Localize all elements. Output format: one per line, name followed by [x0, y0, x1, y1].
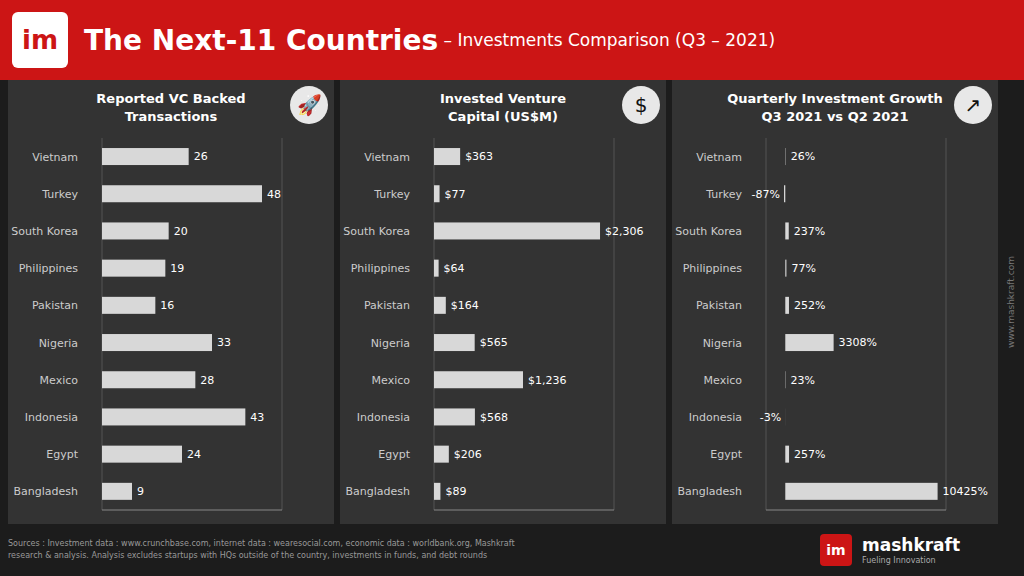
svg-text:Egypt: Egypt — [46, 448, 78, 461]
svg-text:48: 48 — [267, 188, 281, 201]
svg-text:Nigeria: Nigeria — [703, 337, 742, 350]
html-text:www.mashkraft.com: www.mashkraft.com — [1006, 256, 1016, 348]
svg-text:$568: $568 — [480, 411, 508, 424]
svg-text:Turkey: Turkey — [41, 188, 78, 201]
svg-text:23%: 23% — [791, 374, 815, 387]
svg-text:Vietnam: Vietnam — [32, 151, 78, 164]
svg-text:16: 16 — [160, 299, 174, 312]
svg-text:Mexico: Mexico — [372, 374, 411, 387]
svg-text:Egypt: Egypt — [710, 448, 742, 461]
svg-text:257%: 257% — [794, 448, 825, 461]
svg-text:9: 9 — [137, 485, 144, 498]
svg-text:Philippines: Philippines — [351, 262, 411, 275]
svg-text:19: 19 — [170, 262, 184, 275]
svg-text:33: 33 — [217, 336, 231, 349]
svg-text:$64: $64 — [444, 262, 465, 275]
svg-text:Mexico: Mexico — [704, 374, 743, 387]
html-text:im: im — [22, 25, 58, 55]
html-text:Reported VC Backed Transaction: Reported VC Backed Transactions — [96, 91, 246, 124]
svg-text:Pakistan: Pakistan — [32, 299, 78, 312]
svg-text:$363: $363 — [465, 150, 493, 163]
svg-text:Indonesia: Indonesia — [357, 411, 410, 424]
svg-text:$77: $77 — [445, 188, 466, 201]
svg-text:Nigeria: Nigeria — [39, 337, 78, 350]
html-text:Invested Venture Capital (US$M: Invested Venture Capital (US$M) — [439, 91, 566, 124]
svg-text:Philippines: Philippines — [19, 262, 79, 275]
svg-text:$2,306: $2,306 — [605, 225, 644, 238]
html-text:Quarterly Investment Growth Q3: Quarterly Investment Growth Q3 2021 vs Q… — [727, 91, 943, 124]
svg-text:24: 24 — [187, 448, 201, 461]
svg-text:South Korea: South Korea — [11, 225, 78, 238]
svg-text:Pakistan: Pakistan — [696, 299, 742, 312]
svg-text:Indonesia: Indonesia — [25, 411, 78, 424]
svg-text:Turkey: Turkey — [705, 188, 742, 201]
svg-text:Bangladesh: Bangladesh — [346, 485, 411, 498]
svg-text:-3%: -3% — [760, 411, 781, 424]
svg-text:Egypt: Egypt — [378, 448, 410, 461]
html-text:im: im — [826, 542, 846, 558]
svg-text:$565: $565 — [480, 336, 508, 349]
svg-text:237%: 237% — [794, 225, 825, 238]
svg-text:$206: $206 — [454, 448, 482, 461]
svg-text:Turkey: Turkey — [373, 188, 410, 201]
svg-text:Vietnam: Vietnam — [364, 151, 410, 164]
svg-text:77%: 77% — [791, 262, 815, 275]
svg-text:Bangladesh: Bangladesh — [678, 485, 743, 498]
html-text:Sources : Investment data : ww: Sources : Investment data : www.crunchba… — [8, 539, 515, 560]
svg-text:20: 20 — [174, 225, 188, 238]
svg-text:Mexico: Mexico — [40, 374, 79, 387]
svg-text:-87%: -87% — [752, 188, 780, 201]
html-text:Fueling Innovation: Fueling Innovation — [862, 555, 936, 565]
svg-text:Pakistan: Pakistan — [364, 299, 410, 312]
svg-text:26: 26 — [194, 150, 208, 163]
svg-text:3308%: 3308% — [839, 336, 877, 349]
svg-text:$1,236: $1,236 — [528, 374, 567, 387]
svg-text:$164: $164 — [451, 299, 479, 312]
svg-text:43: 43 — [250, 411, 264, 424]
svg-text:South Korea: South Korea — [675, 225, 742, 238]
svg-text:10425%: 10425% — [943, 485, 988, 498]
svg-text:Vietnam: Vietnam — [696, 151, 742, 164]
html-text:mashkraft: mashkraft — [862, 534, 961, 555]
svg-text:Philippines: Philippines — [683, 262, 743, 275]
svg-text:252%: 252% — [794, 299, 825, 312]
svg-text:South Korea: South Korea — [343, 225, 410, 238]
svg-text:Bangladesh: Bangladesh — [14, 485, 79, 498]
svg-text:Nigeria: Nigeria — [371, 337, 410, 350]
svg-text:26%: 26% — [791, 150, 815, 163]
svg-text:$89: $89 — [445, 485, 466, 498]
html-text:The Next-11 Countries– Investm: The Next-11 Countries– Investments Compa… — [84, 23, 776, 57]
svg-text:28: 28 — [200, 374, 214, 387]
svg-text:Indonesia: Indonesia — [689, 411, 742, 424]
